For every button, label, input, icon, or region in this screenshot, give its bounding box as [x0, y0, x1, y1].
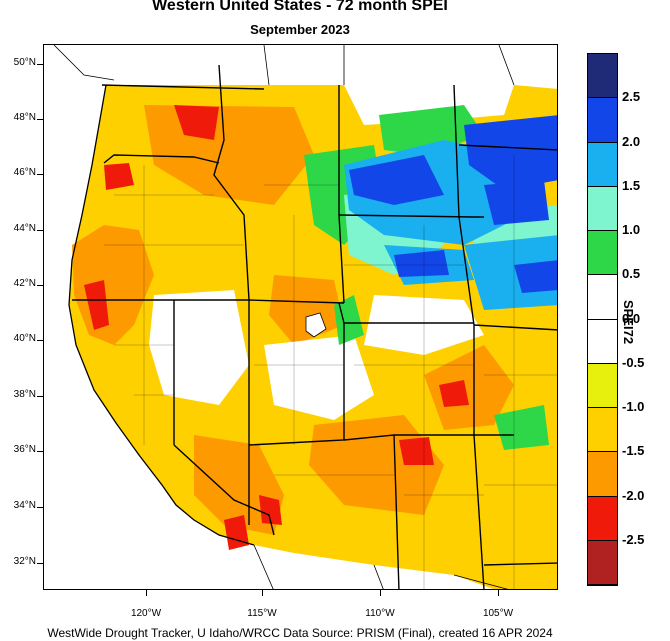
latitude-tick [37, 396, 43, 397]
colorbar-cell [588, 496, 617, 541]
colorbar-label: -1.5 [622, 443, 645, 459]
colorbar-cell [588, 540, 617, 585]
colorbar-cell [588, 275, 617, 320]
colorbar-label: 1.5 [622, 177, 641, 193]
latitude-tick [37, 563, 43, 564]
latitude-label: 46°N [13, 167, 36, 178]
colorbar-label: 0.0 [622, 310, 641, 326]
extremely-dry-regions [84, 105, 469, 550]
colorbar-cell [588, 363, 617, 408]
colorbar-label: 2.5 [622, 89, 641, 105]
latitude-tick [37, 451, 43, 452]
latitude-label: 34°N [13, 500, 36, 511]
colorbar-cell [588, 231, 617, 276]
colorbar-cell [588, 452, 617, 497]
colorbar-label: -1.0 [622, 399, 645, 414]
latitude-tick [37, 507, 43, 508]
latitude-label: 38°N [13, 389, 36, 400]
longitude-label: 115°W [247, 608, 277, 619]
latitude-tick [37, 285, 43, 286]
latitude-label: 36°N [13, 444, 36, 455]
colorbar-cell [588, 98, 617, 143]
very-wet-regions [349, 115, 557, 293]
latitude-tick [37, 230, 43, 231]
colorbar-cell [588, 186, 617, 231]
longitude-tick [498, 590, 499, 596]
colorbar-label: 1.0 [622, 222, 641, 237]
colorbar-cell [588, 319, 617, 364]
latitude-label: 50°N [13, 57, 36, 68]
longitude-label: 105°W [482, 608, 514, 619]
longitude-tick [146, 590, 147, 596]
colorbar-label: 2.0 [622, 133, 641, 149]
latitude-tick [37, 340, 43, 341]
colorbar-cell [588, 408, 617, 453]
mexico-outline [253, 544, 509, 589]
coastline [68, 84, 255, 546]
latitude-tick [37, 174, 43, 175]
colorbar-title: SPEI72 [621, 300, 636, 345]
latitude-label: 44°N [13, 223, 36, 234]
longitude-label: 110°W [365, 608, 395, 619]
latitude-label: 32°N [13, 556, 36, 567]
state-boundaries [72, 64, 557, 589]
longitude-tick [262, 590, 263, 596]
map-title: Western United States - 72 month SPEI [152, 0, 448, 14]
map-subtitle: September 2023 [250, 22, 350, 37]
spei-map [43, 44, 558, 590]
footer-credit: WestWide Drought Tracker, U Idaho/WRCC D… [47, 626, 553, 640]
latitude-label: 42°N [13, 278, 36, 289]
colorbar-cell [588, 54, 617, 99]
latitude-tick [37, 64, 43, 65]
map-canvas [53, 45, 557, 589]
county-lines [104, 155, 557, 589]
longitude-tick [380, 590, 381, 596]
colorbar-label: -2.5 [622, 531, 645, 547]
colorbar [587, 53, 618, 586]
great-salt-lake [305, 312, 327, 338]
colorbar-cell [588, 142, 617, 187]
latitude-label: 48°N [13, 112, 36, 123]
latitude-tick [37, 119, 43, 120]
longitude-label: 120°W [130, 608, 162, 619]
latitude-label: 40°N [13, 333, 36, 344]
colorbar-label: -0.5 [622, 354, 645, 370]
colorbar-label: 0.5 [622, 266, 641, 282]
canada-outline [53, 45, 515, 86]
colorbar-label: -2.0 [622, 487, 645, 503]
